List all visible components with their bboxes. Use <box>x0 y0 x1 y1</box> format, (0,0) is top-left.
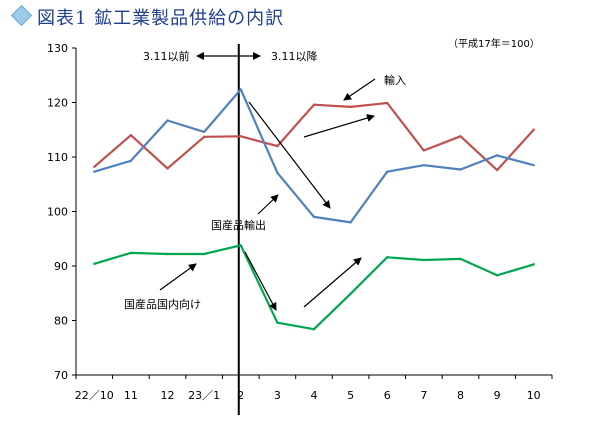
data-point <box>532 163 535 167</box>
y-tick-label: 110 <box>47 151 68 164</box>
exports-fall-arrow <box>248 101 331 209</box>
data-point <box>422 149 426 152</box>
data-point <box>386 256 389 259</box>
series-line <box>93 101 535 172</box>
x-tick-label: 12 <box>161 389 175 402</box>
data-point <box>349 292 352 295</box>
exports-label-arrow <box>257 194 279 215</box>
domestic-label: 国産品国内向け <box>124 298 201 311</box>
data-point <box>93 170 96 173</box>
data-point <box>166 167 169 170</box>
data-point <box>166 252 169 256</box>
data-point <box>202 252 206 256</box>
y-tick-label: 130 <box>47 42 68 55</box>
data-point <box>239 244 242 247</box>
data-point <box>459 257 462 261</box>
data-point <box>312 103 316 106</box>
data-point <box>166 119 169 122</box>
data-point <box>495 274 499 277</box>
chart-title: 図表1 鉱工業製品供給の内訳 <box>10 4 285 30</box>
data-point <box>459 135 462 138</box>
after-label: 3.11以降 <box>271 50 318 63</box>
data-point <box>129 251 133 255</box>
x-tick-label: 10 <box>527 389 541 402</box>
data-point <box>276 171 279 175</box>
data-point <box>386 101 389 105</box>
data-point <box>312 328 316 331</box>
series-line <box>93 244 535 331</box>
before-label: 3.11以前 <box>143 50 190 63</box>
x-tick-label: 5 <box>347 389 354 402</box>
x-tick-label: 22／10 <box>75 389 114 402</box>
unit-label: （平成17年＝100） <box>448 39 540 50</box>
exports-label: 国産品輸出 <box>211 219 266 232</box>
data-point <box>202 130 206 134</box>
x-tick-label: 8 <box>457 389 464 402</box>
data-point <box>349 221 352 224</box>
x-tick-label: 4 <box>311 389 318 402</box>
data-point <box>312 215 316 219</box>
data-point <box>422 258 426 262</box>
imports-label: 輸入 <box>384 74 406 87</box>
x-tick-label: 11 <box>124 389 138 402</box>
data-point <box>129 134 133 137</box>
data-point <box>386 170 389 173</box>
data-point <box>532 128 535 131</box>
data-point <box>422 163 426 167</box>
series-line <box>93 88 534 224</box>
domestic-label-arrow <box>159 263 197 291</box>
data-point <box>239 135 242 138</box>
data-point <box>495 168 499 172</box>
data-point <box>239 88 242 91</box>
data-point <box>93 165 96 169</box>
data-point <box>276 144 279 148</box>
data-point <box>93 262 96 266</box>
y-tick-label: 90 <box>54 260 68 273</box>
y-tick-label: 120 <box>47 97 68 110</box>
data-point <box>202 135 206 139</box>
x-tick-label: 2 <box>237 389 244 402</box>
imports-rise-arrow <box>303 114 375 138</box>
chart-title-text: 図表1 鉱工業製品供給の内訳 <box>37 8 285 29</box>
series-layer <box>93 88 535 331</box>
annotation-arrows <box>159 52 376 311</box>
domestic-fall-arrow <box>244 251 277 311</box>
data-point <box>129 159 133 163</box>
y-tick-label: 80 <box>54 315 68 328</box>
imports-arrow <box>343 78 376 101</box>
data-point <box>532 263 535 266</box>
data-point <box>349 105 352 109</box>
data-point <box>276 321 279 324</box>
y-tick-label: 70 <box>54 369 68 382</box>
x-tick-label: 9 <box>494 389 501 402</box>
x-tick-label: 7 <box>420 389 427 402</box>
data-point <box>459 168 462 171</box>
y-tick-label: 100 <box>47 206 68 219</box>
x-tick-label: 6 <box>384 389 391 402</box>
data-point <box>495 154 499 157</box>
domestic-rise-arrow <box>303 257 362 308</box>
x-tick-label: 3 <box>274 389 281 402</box>
axes: 70 80 90 100 110 120 130 22／10 11 12 23／1 2 3 4 5 6 7 8 9 1… <box>47 42 553 415</box>
x-tick-label: 23／1 <box>188 389 220 402</box>
